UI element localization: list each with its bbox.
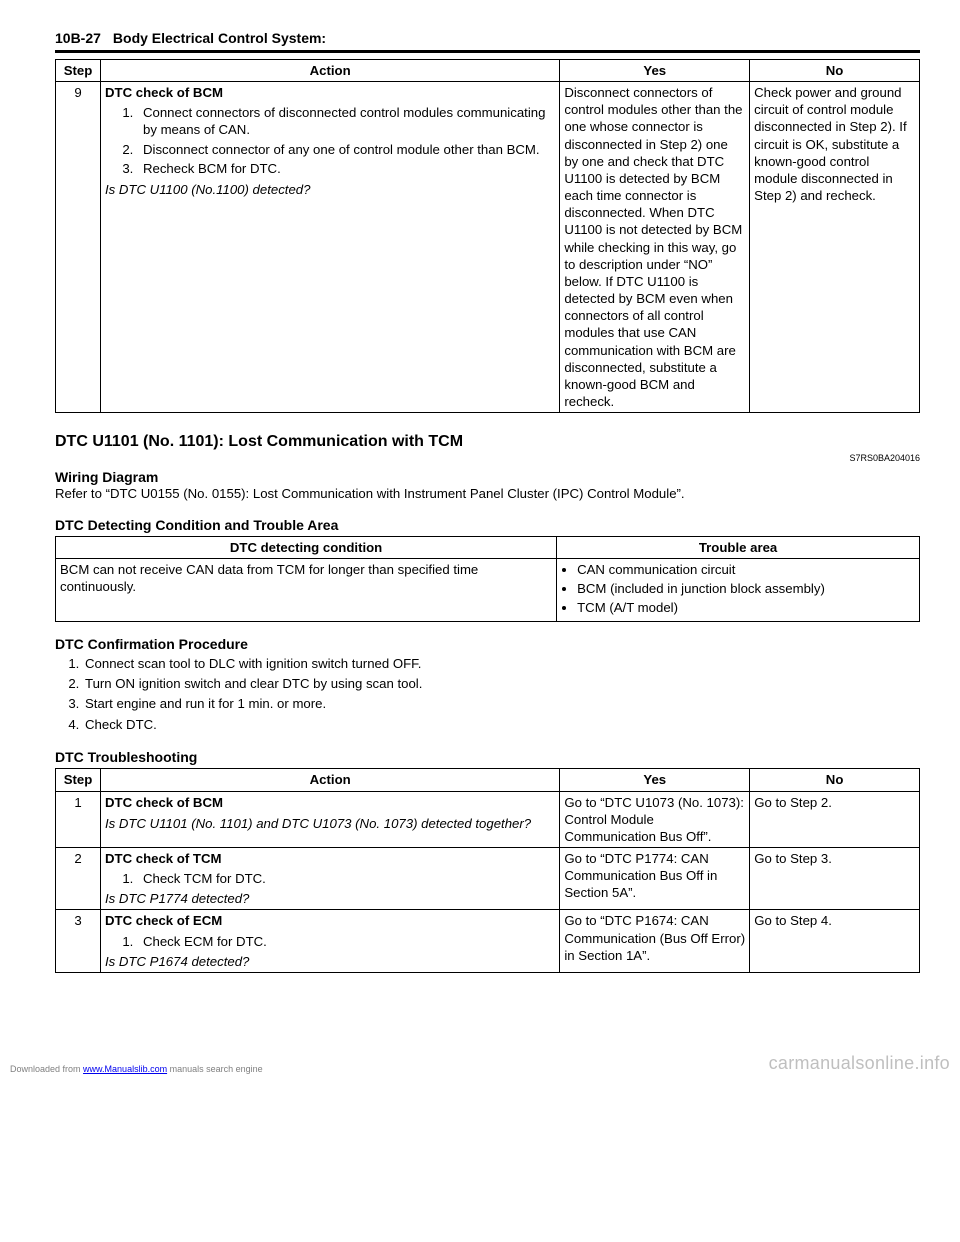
th-trouble-area: Trouble area	[557, 536, 920, 558]
list-item: Connect scan tool to DLC with ignition s…	[83, 654, 920, 674]
action-title: DTC check of TCM	[105, 850, 555, 867]
cell-no: Go to Step 4.	[750, 910, 920, 972]
detect-title: DTC Detecting Condition and Trouble Area	[55, 517, 920, 533]
cell-yes: Go to “DTC U1073 (No. 1073): Control Mod…	[560, 791, 750, 847]
table-row: BCM can not receive CAN data from TCM fo…	[56, 559, 920, 621]
footer-link[interactable]: www.Manualslib.com	[83, 1064, 167, 1074]
footer-left: Downloaded from www.Manualslib.com manua…	[10, 1064, 263, 1074]
th-action: Action	[100, 769, 559, 791]
cell-action: DTC check of BCM Connect connectors of d…	[100, 82, 559, 413]
th-action: Action	[100, 60, 559, 82]
table-row: 9 DTC check of BCM Connect connectors of…	[56, 82, 920, 413]
action-list: Connect connectors of disconnected contr…	[105, 104, 555, 177]
header-rule	[55, 50, 920, 53]
action-title: DTC check of ECM	[105, 912, 555, 929]
cell-yes: Disconnect connectors of control modules…	[560, 82, 750, 413]
table-row: 1 DTC check of BCM Is DTC U1101 (No. 110…	[56, 791, 920, 847]
watermark: carmanualsonline.info	[769, 1053, 950, 1074]
th-yes: Yes	[560, 60, 750, 82]
th-no: No	[750, 60, 920, 82]
cell-no: Check power and ground circuit of contro…	[750, 82, 920, 413]
cell-action: DTC check of BCM Is DTC U1101 (No. 1101)…	[100, 791, 559, 847]
cell-action: DTC check of TCM Check TCM for DTC. Is D…	[100, 848, 559, 910]
wiring-text: Refer to “DTC U0155 (No. 0155): Lost Com…	[55, 485, 920, 503]
action-question: Is DTC P1674 detected?	[105, 953, 555, 970]
list-item: CAN communication circuit	[577, 561, 915, 578]
confirm-title: DTC Confirmation Procedure	[55, 636, 920, 652]
cell-no: Go to Step 3.	[750, 848, 920, 910]
cell-action: DTC check of ECM Check ECM for DTC. Is D…	[100, 910, 559, 972]
troubleshoot-table-1: Step Action Yes No 9 DTC check of BCM Co…	[55, 59, 920, 413]
cell-detect-cond: BCM can not receive CAN data from TCM fo…	[56, 559, 557, 621]
table-row: 2 DTC check of TCM Check TCM for DTC. Is…	[56, 848, 920, 910]
cell-step: 2	[56, 848, 101, 910]
th-step: Step	[56, 769, 101, 791]
th-yes: Yes	[560, 769, 750, 791]
page-number: 10B-27	[55, 30, 101, 46]
list-item: Check DTC.	[83, 715, 920, 735]
action-question: Is DTC U1100 (No.1100) detected?	[105, 181, 555, 198]
cell-trouble-area: CAN communication circuit BCM (included …	[557, 559, 920, 621]
page-footer: Downloaded from www.Manualslib.com manua…	[0, 1053, 960, 1074]
action-list: Check TCM for DTC.	[105, 870, 555, 887]
table-row: 3 DTC check of ECM Check ECM for DTC. Is…	[56, 910, 920, 972]
confirm-list: Connect scan tool to DLC with ignition s…	[55, 654, 920, 736]
wiring-title: Wiring Diagram	[55, 469, 920, 485]
list-item: Check ECM for DTC.	[137, 933, 555, 950]
list-item: Check TCM for DTC.	[137, 870, 555, 887]
list-item: Turn ON ignition switch and clear DTC by…	[83, 674, 920, 694]
dtc-code: S7RS0BA204016	[55, 453, 920, 463]
cell-yes: Go to “DTC P1674: CAN Communication (Bus…	[560, 910, 750, 972]
cell-step: 3	[56, 910, 101, 972]
cell-yes: Go to “DTC P1774: CAN Communication Bus …	[560, 848, 750, 910]
footer-text: Downloaded from	[10, 1064, 83, 1074]
th-detect-cond: DTC detecting condition	[56, 536, 557, 558]
action-title: DTC check of BCM	[105, 794, 555, 811]
troubleshoot-title: DTC Troubleshooting	[55, 749, 920, 765]
section-title: Body Electrical Control System:	[113, 30, 326, 46]
cell-step: 1	[56, 791, 101, 847]
action-question: Is DTC P1774 detected?	[105, 890, 555, 907]
th-no: No	[750, 769, 920, 791]
cell-step: 9	[56, 82, 101, 413]
list-item: Recheck BCM for DTC.	[137, 160, 555, 177]
list-item: Start engine and run it for 1 min. or mo…	[83, 694, 920, 714]
action-question: Is DTC U1101 (No. 1101) and DTC U1073 (N…	[105, 815, 555, 832]
troubleshoot-table-2: Step Action Yes No 1 DTC check of BCM Is…	[55, 768, 920, 973]
th-step: Step	[56, 60, 101, 82]
cell-no: Go to Step 2.	[750, 791, 920, 847]
detect-table: DTC detecting condition Trouble area BCM…	[55, 536, 920, 622]
list-item: Disconnect connector of any one of contr…	[137, 141, 555, 158]
action-list: Check ECM for DTC.	[105, 933, 555, 950]
list-item: BCM (included in junction block assembly…	[577, 580, 915, 597]
list-item: TCM (A/T model)	[577, 599, 915, 616]
list-item: Connect connectors of disconnected contr…	[137, 104, 555, 138]
dtc-title: DTC U1101 (No. 1101): Lost Communication…	[55, 433, 920, 451]
action-title: DTC check of BCM	[105, 85, 223, 100]
footer-text: manuals search engine	[167, 1064, 263, 1074]
